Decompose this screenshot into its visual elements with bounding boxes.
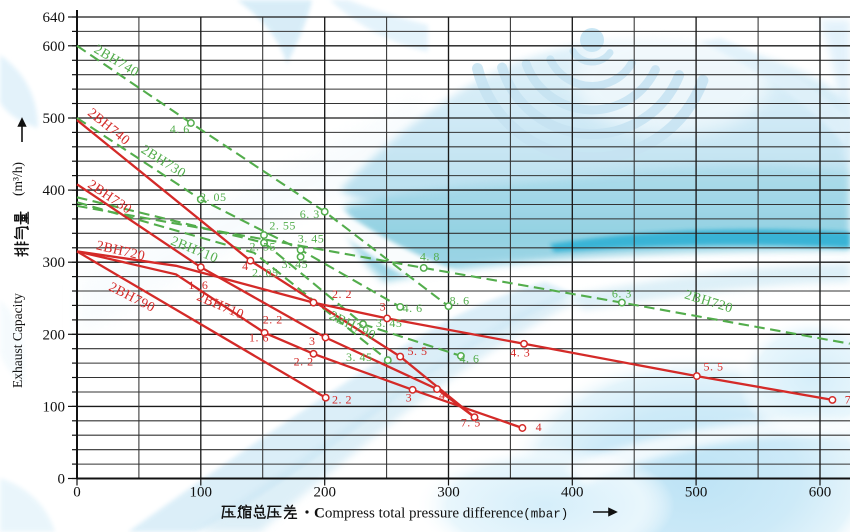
svg-text:2. 05: 2. 05: [200, 190, 227, 204]
svg-text:400: 400: [43, 183, 66, 199]
svg-text:8. 6: 8. 6: [450, 294, 470, 308]
svg-text:4: 4: [536, 420, 543, 434]
svg-text:100: 100: [43, 399, 66, 415]
svg-text:3. 45: 3. 45: [346, 350, 373, 364]
svg-text:640: 640: [43, 10, 66, 26]
svg-text:2. 55: 2. 55: [249, 240, 276, 254]
svg-text:3: 3: [406, 390, 413, 404]
svg-text:300: 300: [43, 255, 66, 271]
svg-text:200: 200: [43, 327, 66, 343]
svg-text:4. 8: 4. 8: [420, 250, 440, 264]
svg-text:2. 2: 2. 2: [332, 287, 352, 301]
svg-text:4. 6: 4. 6: [403, 301, 423, 315]
svg-text:400: 400: [561, 485, 584, 501]
svg-text:4. 6: 4. 6: [170, 122, 190, 136]
svg-text:7.: 7.: [845, 393, 850, 407]
svg-text:Exhaust Capacity: Exhaust Capacity: [10, 293, 25, 388]
svg-text:1. 6: 1. 6: [249, 331, 269, 345]
svg-text:4: 4: [242, 259, 249, 273]
svg-text:5. 5: 5. 5: [704, 359, 724, 373]
svg-text:2. 2: 2. 2: [263, 313, 283, 327]
svg-text:500: 500: [685, 485, 708, 501]
svg-text:Compress total pressure differ: Compress total pressure difference(mbar): [314, 506, 568, 522]
svg-text:1. 6: 1. 6: [188, 278, 208, 292]
svg-text:0: 0: [58, 472, 66, 488]
svg-text:600: 600: [43, 39, 66, 55]
svg-text:3. 45: 3. 45: [298, 232, 325, 246]
svg-text:100: 100: [190, 485, 213, 501]
svg-text:300: 300: [437, 485, 460, 501]
svg-text:4. 3: 4. 3: [510, 346, 530, 360]
svg-text:500: 500: [43, 111, 66, 127]
svg-text:2. 05: 2. 05: [252, 266, 279, 280]
svg-text:3. 45: 3. 45: [376, 316, 403, 330]
svg-text:600: 600: [809, 485, 832, 501]
svg-text:6. 3: 6. 3: [300, 207, 320, 221]
svg-text:7. 5: 7. 5: [461, 416, 481, 430]
svg-text:2. 55: 2. 55: [269, 219, 296, 233]
svg-text:6. 3: 6. 3: [612, 287, 632, 301]
svg-text:2. 2: 2. 2: [294, 354, 314, 368]
svg-text:2. 2: 2. 2: [332, 393, 352, 407]
svg-text:3: 3: [380, 300, 387, 314]
svg-text:0: 0: [73, 485, 81, 501]
svg-text:4: 4: [439, 388, 446, 402]
svg-text:3. 45: 3. 45: [282, 257, 309, 271]
svg-text:5. 5: 5. 5: [408, 344, 428, 358]
svg-text:4. 6: 4. 6: [460, 351, 480, 365]
svg-text:(m³/h): (m³/h): [10, 162, 25, 196]
svg-text:3: 3: [309, 334, 316, 348]
svg-text:200: 200: [313, 485, 336, 501]
